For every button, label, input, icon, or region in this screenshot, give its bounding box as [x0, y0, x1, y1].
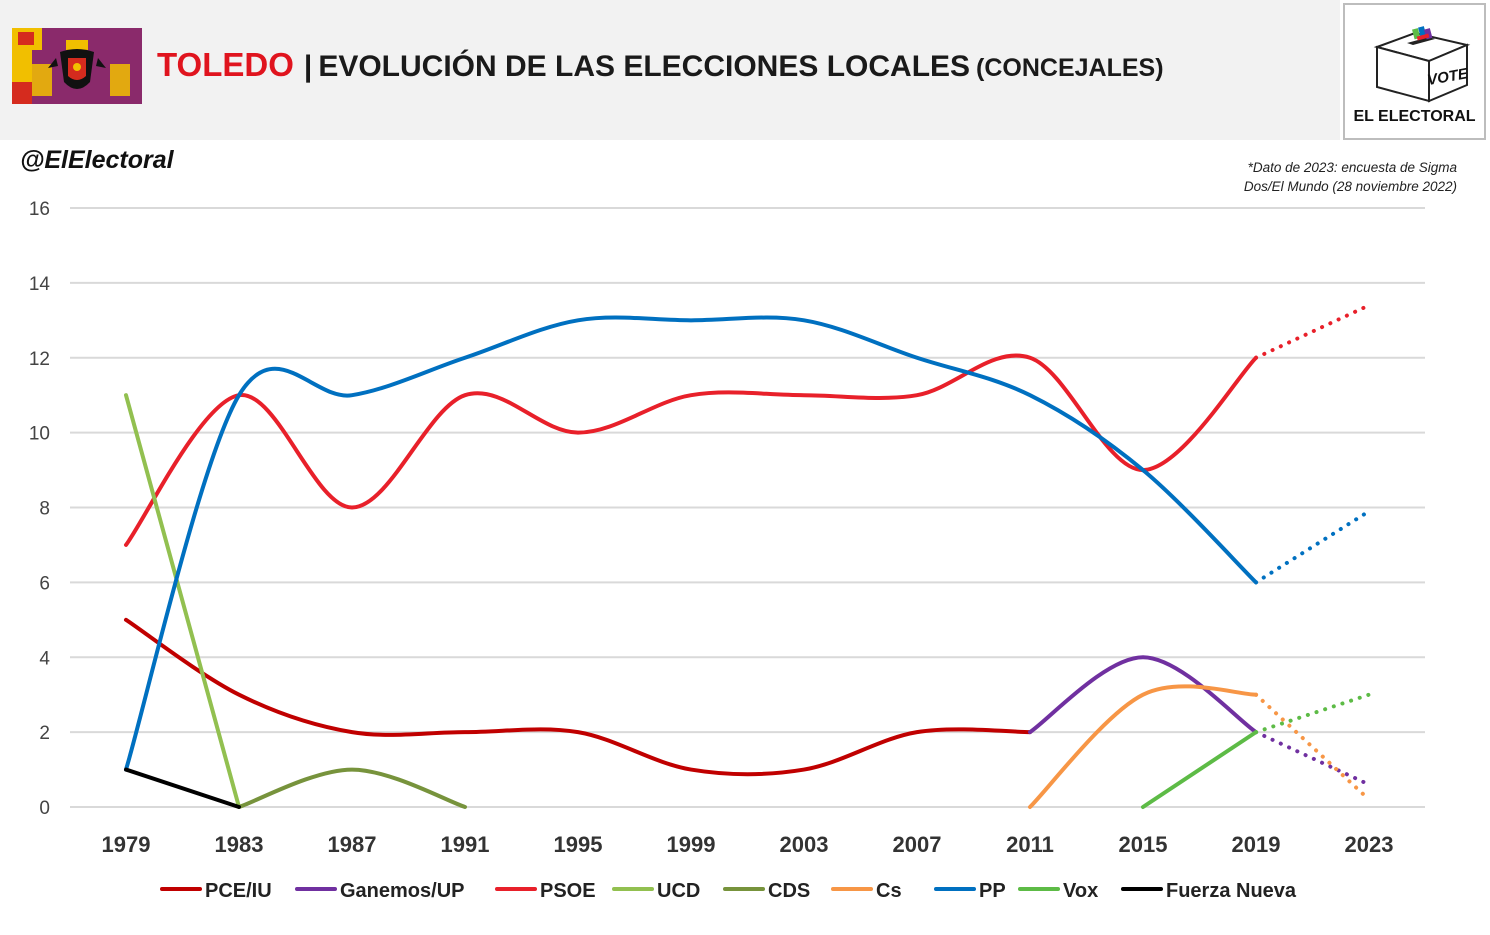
series-line-fuerza-nueva [124, 767, 241, 809]
chart-grid [70, 207, 1425, 808]
x-tick-label: 1995 [554, 832, 603, 857]
legend-label-psoe: PSOE [540, 880, 596, 902]
x-tick-label: 2015 [1119, 832, 1168, 857]
el-electoral-logo: VOTE EL ELECTORAL [1343, 3, 1486, 140]
title-separator: | [303, 50, 313, 83]
x-tick-label: 1987 [328, 832, 377, 857]
x-tick-label: 1979 [102, 832, 151, 857]
x-tick-label: 2003 [780, 832, 829, 857]
y-tick-label: 14 [29, 274, 51, 295]
logo-name: EL ELECTORAL [1353, 108, 1476, 125]
series-line-psoe [124, 353, 1258, 547]
series-projection-psoe [1254, 303, 1371, 360]
series-projection-cs [1254, 692, 1371, 802]
y-tick-label: 8 [39, 499, 50, 520]
legend-label-vox: Vox [1063, 880, 1098, 902]
series-line-cds [237, 767, 467, 809]
toledo-flag-icon [12, 28, 142, 104]
y-tick-label: 0 [39, 798, 50, 819]
x-tick-label: 1991 [441, 832, 490, 857]
title-main: EVOLUCIÓN DE LAS ELECCIONES LOCALES [318, 50, 971, 83]
chart-legend: PCE/IU Ganemos/UP PSOE UCD CDS Cs PP Vox Fuerza … [160, 880, 1297, 902]
series-line-pp [124, 315, 1258, 772]
series-projection-vox [1254, 692, 1371, 735]
x-tick-label: 1999 [667, 832, 716, 857]
x-tick-label: 2011 [1006, 832, 1054, 857]
x-tick-label: 1983 [215, 832, 264, 857]
series-projection-ganemos-up [1254, 730, 1371, 787]
series-projection-pp [1254, 509, 1371, 585]
x-tick-label: 2007 [893, 832, 942, 857]
source-note-line: *Dato de 2023: encuesta de Sigma [1247, 160, 1457, 175]
series-line-ganemos-up [1028, 655, 1258, 735]
series-line-pce-iu [124, 617, 1032, 777]
y-tick-label: 12 [29, 349, 50, 370]
y-tick-label: 6 [39, 573, 50, 594]
source-note: *Dato de 2023: encuesta de Sigma Dos/El … [1157, 158, 1457, 196]
page-title: TOLEDO | EVOLUCIÓN DE LAS ELECCIONES LOCAL… [157, 46, 1164, 96]
title-unit: (CONCEJALES) [976, 54, 1164, 82]
twitter-handle: @ElElectoral [20, 146, 174, 174]
legend-label-pp: PP [979, 880, 1006, 902]
series-line-cs [1028, 684, 1258, 809]
series-line-vox [1141, 730, 1258, 809]
y-axis: 0 2 4 6 8 10 12 14 16 [29, 199, 51, 819]
header-band [0, 0, 1340, 140]
legend-label-ucd: UCD [657, 880, 700, 902]
x-tick-label: 2019 [1232, 832, 1281, 857]
series-line-ucd [124, 393, 241, 809]
y-tick-label: 16 [29, 199, 50, 220]
legend-label-ganemos-up: Ganemos/UP [340, 880, 464, 902]
ballot-box-icon: VOTE [1373, 26, 1471, 103]
legend-label-cs: Cs [876, 880, 902, 902]
legend-label-cds: CDS [768, 880, 810, 902]
source-note-line: Dos/El Mundo (28 noviembre 2022) [1243, 179, 1457, 194]
x-axis: 1979 1983 1987 1991 1995 1999 2003 2007 2011 2015… [102, 832, 1394, 857]
y-tick-label: 2 [39, 723, 50, 744]
chart-series [124, 303, 1371, 809]
title-city: TOLEDO [157, 46, 294, 83]
legend-label-fuerza-nueva: Fuerza Nueva [1166, 880, 1297, 902]
y-tick-label: 10 [29, 424, 50, 445]
legend-label-pce-iu: PCE/IU [205, 880, 272, 902]
x-tick-label: 2023 [1345, 832, 1394, 857]
y-tick-label: 4 [39, 648, 50, 669]
